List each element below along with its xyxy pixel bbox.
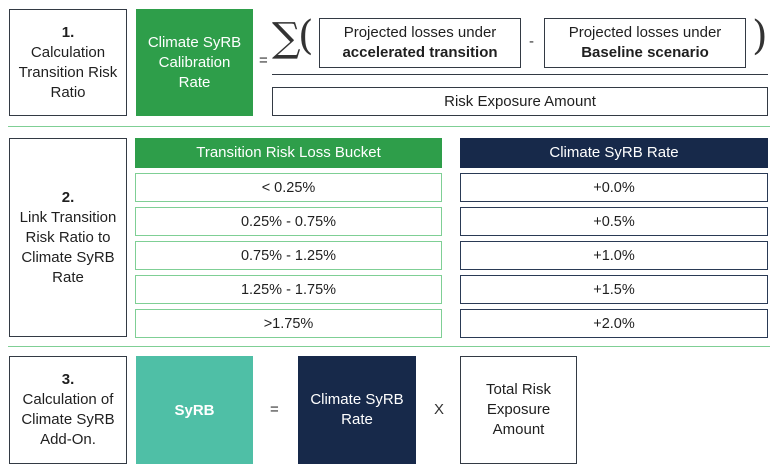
minus-sign: - <box>529 33 534 50</box>
section-divider <box>8 346 770 347</box>
section-divider <box>8 126 770 127</box>
calibration-rate-label: Climate SyRB Calibration Rate <box>147 33 242 91</box>
accelerated-losses-line1: Projected losses under <box>343 24 497 41</box>
rate-cell-text: +1.5% <box>593 281 635 298</box>
bucket-cell: 1.25% - 1.75% <box>135 275 442 304</box>
rate-cell: +1.0% <box>460 241 768 270</box>
bucket-cell-text: 1.25% - 1.75% <box>240 281 337 298</box>
rate-cell-text: +2.0% <box>593 315 635 332</box>
rate-cell-text: +0.5% <box>593 213 635 230</box>
accelerated-losses-line2: accelerated transition <box>342 44 498 61</box>
rate-cell-text: +0.0% <box>593 179 635 196</box>
rate-cell: +0.5% <box>460 207 768 236</box>
climate-syrb-rate-box: Climate SyRB Rate <box>298 356 416 464</box>
total-risk-exposure-label: Total Risk Exposure Amount <box>485 381 552 438</box>
rate-cell: +2.0% <box>460 309 768 338</box>
open-paren: ( <box>298 13 314 59</box>
rate-cell: +1.5% <box>460 275 768 304</box>
rate-column-header: Climate SyRB Rate <box>460 138 768 168</box>
risk-exposure-amount-label: Risk Exposure Amount <box>444 92 596 110</box>
equals-sign: = <box>259 52 268 69</box>
bucket-cell-text: 0.25% - 0.75% <box>240 213 337 230</box>
bucket-cell: < 0.25% <box>135 173 442 202</box>
step-number: 3. <box>61 371 75 388</box>
calibration-rate-box: Climate SyRB Calibration Rate <box>136 9 253 116</box>
bucket-header-label: Transition Risk Loss Bucket <box>196 144 381 161</box>
bucket-cell-text: < 0.25% <box>261 179 316 196</box>
rate-header-label: Climate SyRB Rate <box>549 144 679 161</box>
bucket-cell: >1.75% <box>135 309 442 338</box>
step-number: 2. <box>61 188 75 206</box>
syrb-box: SyRB <box>136 356 253 464</box>
syrb-label: SyRB <box>174 401 215 419</box>
multiply-sign: X <box>434 401 445 418</box>
baseline-losses-line2: Baseline scenario <box>581 44 709 61</box>
total-risk-exposure-box: Total Risk Exposure Amount <box>460 356 577 464</box>
close-paren: ) <box>752 13 768 59</box>
rate-cell: +0.0% <box>460 173 768 202</box>
step-number: 1. <box>61 23 75 41</box>
bucket-cell-text: 0.75% - 1.25% <box>240 247 337 264</box>
risk-exposure-amount-box: Risk Exposure Amount <box>272 87 768 116</box>
step-1-box: 1. Calculation Transition Risk Ratio <box>9 9 127 116</box>
step-3-box: 3. Calculation of Climate SyRB Add-On. <box>9 356 127 464</box>
step-description: Calculation Transition Risk Ratio <box>18 43 118 101</box>
accelerated-losses-box: Projected losses under accelerated trans… <box>319 18 521 68</box>
step-2-box: 2. Link Transition Risk Ratio to Climate… <box>9 138 127 337</box>
step-description: Link Transition Risk Ratio to Climate Sy… <box>19 208 117 286</box>
bucket-cell-text: >1.75% <box>263 315 314 332</box>
sum-symbol: ∑ <box>272 15 301 61</box>
step-description: Calculation of Climate SyRB Add-On. <box>21 391 115 448</box>
bucket-cell: 0.75% - 1.25% <box>135 241 442 270</box>
equals-sign: = <box>270 401 279 418</box>
climate-syrb-rate-label: Climate SyRB Rate <box>310 391 404 428</box>
fraction-line <box>272 74 768 75</box>
rate-cell-text: +1.0% <box>593 247 635 264</box>
baseline-losses-box: Projected losses under Baseline scenario <box>544 18 746 68</box>
bucket-cell: 0.25% - 0.75% <box>135 207 442 236</box>
baseline-losses-line1: Projected losses under <box>568 24 722 41</box>
bucket-column-header: Transition Risk Loss Bucket <box>135 138 442 168</box>
